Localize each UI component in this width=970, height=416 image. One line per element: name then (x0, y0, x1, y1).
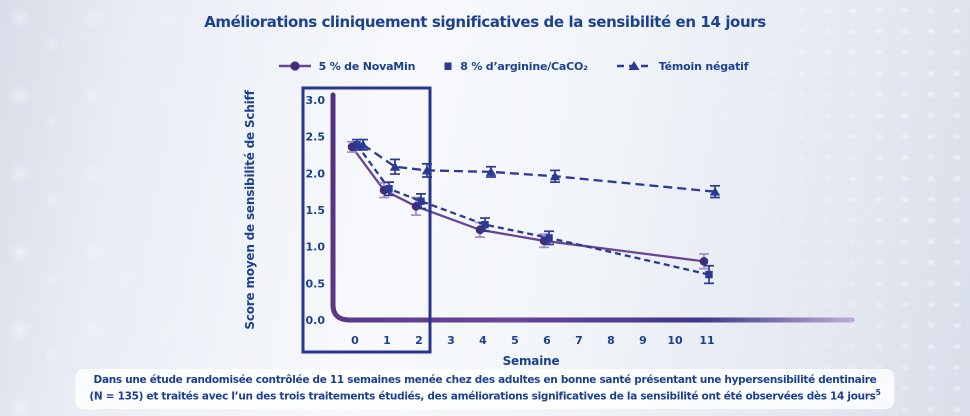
chart-legend: 5 % de NovaMin 8 % d’arginine/CaCO₂ Témo… (28, 59, 970, 73)
chart-area: 0.0 0.5 1.0 1.5 2.0 2.5 3.0 0 1 2 3 4 5 6 7 8 9 10 11 Semai… (240, 82, 880, 382)
svg-text:4: 4 (479, 334, 487, 347)
legend-label-arginine: 8 % d’arginine/CaCO₂ (460, 59, 588, 73)
svg-text:0: 0 (351, 334, 359, 347)
svg-text:6: 6 (543, 334, 551, 347)
svg-text:Score moyen de sensibilité de: Score moyen de sensibilité de Schiff (243, 89, 257, 329)
svg-text:3: 3 (447, 334, 455, 347)
legend-item-arginine: 8 % d’arginine/CaCO₂ (443, 59, 588, 73)
svg-text:3.0: 3.0 (306, 94, 326, 107)
circle-line-marker-icon (278, 61, 311, 71)
legend-label-novamin: 5 % de NovaMin (318, 59, 416, 73)
svg-text:9: 9 (639, 334, 647, 347)
footnote-reference-mark: 5 (875, 388, 881, 398)
footnote-line2: (N = 135) et traités avec l’un des trois… (89, 390, 876, 403)
triangle-dashed-line-marker-icon (616, 61, 651, 70)
svg-text:Semaine: Semaine (503, 354, 560, 368)
svg-text:11: 11 (699, 334, 714, 347)
legend-label-temoin: Témoin négatif (658, 59, 749, 73)
svg-text:2.5: 2.5 (306, 131, 326, 144)
page-title: Améliorations cliniquement significative… (204, 13, 766, 31)
svg-text:5: 5 (511, 334, 519, 347)
svg-text:7: 7 (575, 334, 583, 347)
sensitivity-line-chart: 0.0 0.5 1.0 1.5 2.0 2.5 3.0 0 1 2 3 4 5 6 7 8 9 10 11 Semai… (243, 86, 855, 368)
svg-text:0.0: 0.0 (306, 314, 326, 327)
svg-text:1.5: 1.5 (306, 204, 326, 217)
svg-text:0.5: 0.5 (306, 277, 326, 290)
legend-item-novamin: 5 % de NovaMin (278, 59, 416, 73)
svg-text:2.0: 2.0 (306, 167, 326, 180)
svg-text:10: 10 (667, 334, 683, 347)
square-marker-icon (444, 62, 452, 70)
study-footnote: Dans une étude randomisée contrôlée de 1… (75, 369, 895, 409)
svg-text:1: 1 (383, 334, 391, 347)
svg-text:8: 8 (607, 334, 615, 347)
svg-text:1.0: 1.0 (306, 241, 326, 254)
footnote-line1: Dans une étude randomisée contrôlée de 1… (93, 374, 877, 386)
svg-text:2: 2 (415, 334, 423, 347)
legend-item-temoin: Témoin négatif (616, 59, 749, 73)
